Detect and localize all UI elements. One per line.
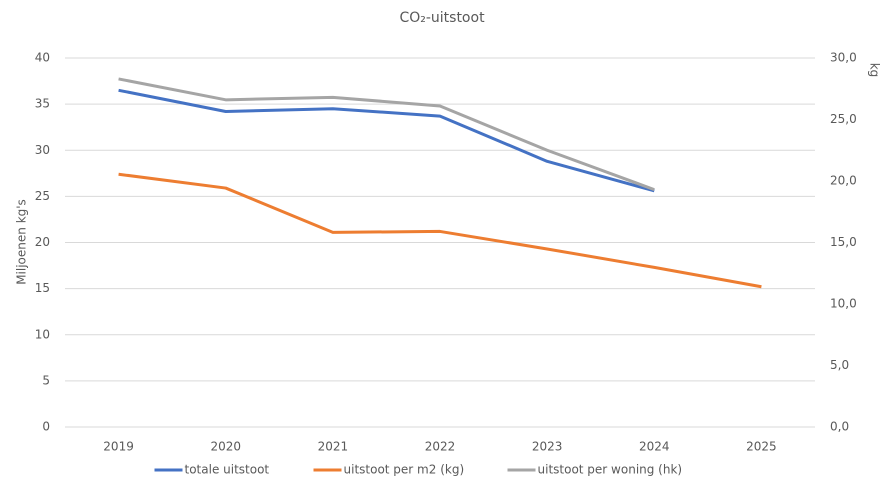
legend-label: totale uitstoot <box>185 463 270 477</box>
y-tick-label: 35 <box>35 97 50 111</box>
y-tick-label: 0 <box>42 420 50 434</box>
y-tick-label: 10 <box>35 327 50 341</box>
y2-tick-label: 25,0 <box>830 112 857 126</box>
x-tick-label: 2023 <box>532 440 563 454</box>
x-tick-label: 2025 <box>746 440 777 454</box>
series-line <box>118 172 762 289</box>
legend-label: uitstoot per m2 (kg) <box>344 463 465 477</box>
legend-label: uitstoot per woning (hk) <box>538 463 683 477</box>
y-axis-label: Miljoenen kg's <box>15 199 29 285</box>
y2-tick-label: 0,0 <box>830 420 849 434</box>
series-line <box>118 77 655 192</box>
x-tick-label: 2024 <box>639 440 670 454</box>
y2-axis-label: kg <box>868 63 882 78</box>
y2-tick-label: 20,0 <box>830 174 857 188</box>
y-tick-label: 5 <box>42 373 50 387</box>
x-tick-label: 2021 <box>318 440 349 454</box>
series-line <box>118 88 655 193</box>
chart-title: CO₂-uitstoot <box>399 10 485 26</box>
y2-tick-label: 15,0 <box>830 235 857 249</box>
x-tick-label: 2019 <box>103 440 134 454</box>
y2-tick-label: 5,0 <box>830 358 849 372</box>
y-tick-label: 25 <box>35 189 50 203</box>
y2-tick-label: 30,0 <box>830 51 857 65</box>
x-tick-label: 2020 <box>210 440 241 454</box>
y-tick-label: 30 <box>35 143 50 157</box>
x-tick-label: 2022 <box>425 440 456 454</box>
y-tick-label: 20 <box>35 235 50 249</box>
y-tick-label: 15 <box>35 281 50 295</box>
y2-tick-label: 10,0 <box>830 297 857 311</box>
y-tick-label: 40 <box>35 51 50 65</box>
